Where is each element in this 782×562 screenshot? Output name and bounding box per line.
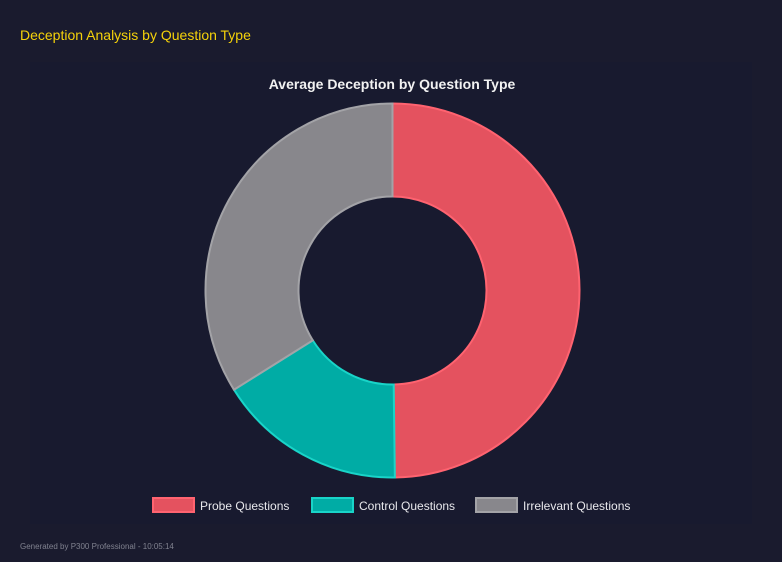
legend-swatch[interactable] (475, 497, 518, 513)
slice-control-questions[interactable] (232, 338, 396, 479)
legend-label[interactable]: Probe Questions (200, 499, 289, 513)
legend-label[interactable]: Control Questions (359, 499, 455, 513)
legend-swatch[interactable] (152, 497, 195, 513)
slice-probe-questions[interactable] (391, 102, 581, 479)
slice-irrelevant-questions[interactable] (204, 102, 394, 392)
legend-swatch[interactable] (311, 497, 354, 513)
chart-title: Average Deception by Question Type (269, 76, 516, 92)
footer-text: Generated by P300 Professional - 10:05:1… (20, 542, 174, 551)
page-title: Deception Analysis by Question Type (20, 27, 251, 43)
legend-label[interactable]: Irrelevant Questions (523, 499, 630, 513)
